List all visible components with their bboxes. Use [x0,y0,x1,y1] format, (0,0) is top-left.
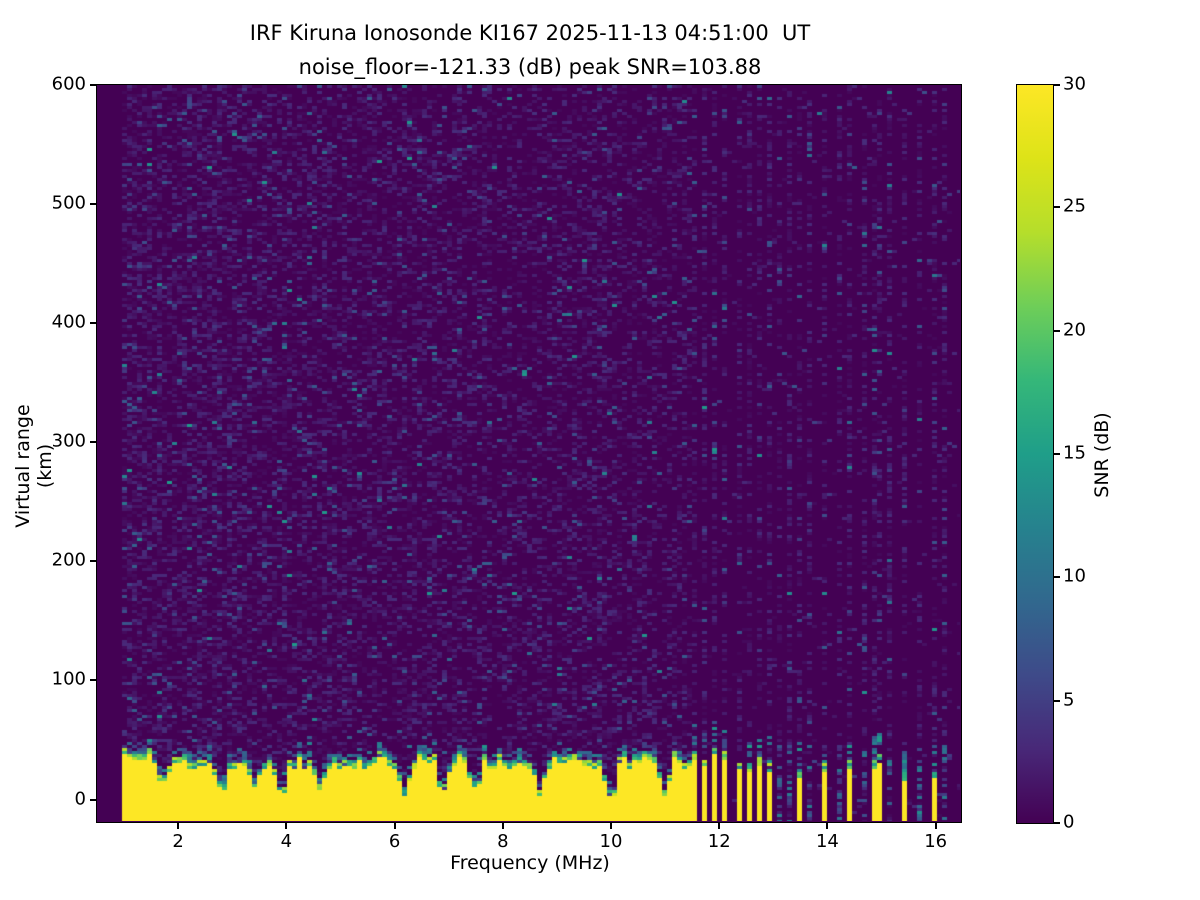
x-tick-mark [501,823,504,829]
colorbar-tick-label: 30 [1063,73,1086,95]
x-axis-label: Frequency (MHz) [450,852,610,874]
colorbar-tick-mark [1054,206,1060,209]
x-tick-mark [610,823,612,829]
x-tick-label: 8 [497,831,509,852]
x-tick-label: 16 [924,831,948,852]
x-tick-mark [177,823,180,829]
y-tick-label: 400 [51,311,86,333]
ionogram-heatmap-canvas [97,85,960,821]
y-tick-mark [90,84,96,86]
x-tick-label: 4 [280,831,293,852]
y-tick-label: 300 [51,430,86,452]
y-tick-mark [90,322,96,325]
figure-title: IRF Kiruna Ionosonde KI167 2025-11-13 04… [249,21,811,45]
colorbar-tick-label: 10 [1063,565,1086,587]
x-tick-label: 14 [815,831,839,852]
y-tick-mark [90,679,96,682]
colorbar-tick-mark [1054,576,1060,579]
colorbar-label: SNR (dB) [1091,412,1113,498]
colorbar-tick-mark [1054,822,1060,824]
y-tick-mark [90,441,96,444]
x-tick-label: 6 [388,831,401,852]
x-tick-label: 10 [599,831,623,852]
x-tick-mark [285,823,288,829]
colorbar-tick-label: 0 [1063,811,1075,833]
y-tick-label: 500 [51,192,86,214]
y-tick-label: 200 [51,549,86,571]
colorbar-tick-label: 15 [1063,442,1086,464]
x-tick-mark [826,823,829,829]
x-tick-mark [718,823,721,829]
y-tick-mark [90,798,96,801]
x-tick-mark [393,823,396,829]
y-axis-label: Virtual range (km) [12,404,56,528]
colorbar [1016,84,1054,824]
colorbar-tick-mark [1054,329,1060,332]
y-tick-label: 600 [51,73,86,95]
x-tick-label: 12 [707,831,731,852]
colorbar-tick-mark [1054,453,1060,455]
colorbar-gradient [1017,85,1053,823]
colorbar-tick-mark [1054,84,1060,86]
y-tick-label: 100 [51,668,86,690]
figure-subtitle: noise_floor=-121.33 (dB) peak SNR=103.88 [298,55,762,79]
y-tick-mark [90,560,96,563]
colorbar-tick-label: 5 [1063,689,1075,711]
colorbar-tick-label: 25 [1063,195,1086,217]
y-tick-mark [90,203,96,206]
y-tick-label: 0 [74,788,86,810]
colorbar-tick-mark [1054,699,1060,702]
x-tick-label: 2 [172,831,184,852]
colorbar-tick-label: 20 [1063,319,1086,341]
x-tick-mark [934,823,937,829]
plot-area [96,84,962,823]
